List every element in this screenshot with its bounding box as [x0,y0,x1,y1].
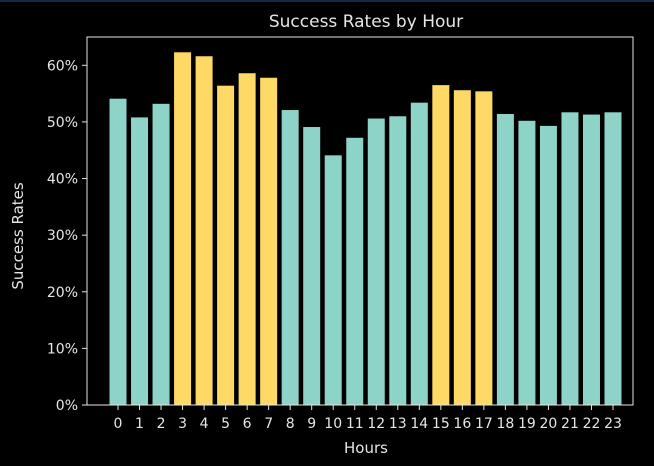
bar-hour-22 [582,114,600,405]
bar-hour-8 [281,110,299,405]
x-tick-label: 9 [307,416,316,432]
x-tick-label: 16 [453,416,471,432]
bar-hour-23 [604,112,622,406]
y-tick-label: 30% [47,228,78,244]
bar-hour-21 [561,112,579,406]
bar-hour-11 [346,137,364,405]
x-tick-label: 6 [243,416,252,432]
bar-hour-19 [518,120,536,405]
x-tick-label: 18 [496,416,514,432]
x-tick-label: 20 [540,416,558,432]
x-tick-label: 23 [604,416,622,432]
y-axis-label: Success Rates [9,182,27,290]
x-tick-label: 17 [475,416,493,432]
bar-hour-7 [260,77,278,405]
bar-hour-6 [238,73,256,405]
bar-hour-2 [152,103,170,405]
window-top-border [0,0,654,2]
chart-title: Success Rates by Hour [269,12,463,32]
x-tick-label: 10 [324,416,342,432]
x-tick-label: 8 [286,416,295,432]
x-tick-label: 13 [389,416,407,432]
x-tick-label: 15 [432,416,450,432]
x-tick-label: 21 [561,416,579,432]
x-axis-ticks: 0 1 2 3 4 5 6 7 8 9 10 11 12 13 14 15 16 17 18 19 20 21 22 23 [114,405,622,432]
x-tick-label: 4 [200,416,209,432]
y-axis-ticks: 0% 10% 20% 30% 40% 50% 60% [47,58,87,414]
x-tick-label: 14 [410,416,428,432]
bar-hour-3 [174,52,192,405]
x-tick-label: 19 [518,416,536,432]
plot-frame [86,36,634,406]
bar-hour-5 [217,85,235,405]
x-tick-label: 12 [367,416,385,432]
bar-hour-9 [303,127,321,406]
bar-hour-10 [324,155,342,405]
bar-hour-16 [453,90,471,405]
x-tick-label: 1 [135,416,144,432]
bar-hour-15 [432,85,450,406]
x-tick-label: 0 [114,416,123,432]
bar-hour-20 [539,125,557,405]
y-tick-label: 40% [47,172,78,188]
bar-hour-1 [131,117,149,405]
bar-hour-4 [195,56,213,405]
x-tick-label: 3 [178,416,187,432]
bar-hour-12 [367,118,385,405]
x-tick-label: 7 [264,416,273,432]
bar-hour-13 [389,116,407,405]
bar-hour-14 [410,102,428,406]
x-tick-label: 5 [221,416,230,432]
x-tick-label: 11 [346,416,364,432]
y-tick-label: 50% [47,115,78,131]
bar-hour-0 [109,98,127,406]
x-axis-label: Hours [344,439,388,457]
y-tick-label: 0% [56,398,78,414]
y-tick-label: 60% [47,58,78,74]
bar-hour-17 [475,91,493,405]
x-tick-label: 2 [157,416,166,432]
y-tick-label: 20% [47,285,78,301]
y-tick-label: 10% [47,341,78,357]
x-tick-label: 22 [583,416,601,432]
bar-hour-18 [496,114,514,405]
bars-group [109,52,622,406]
